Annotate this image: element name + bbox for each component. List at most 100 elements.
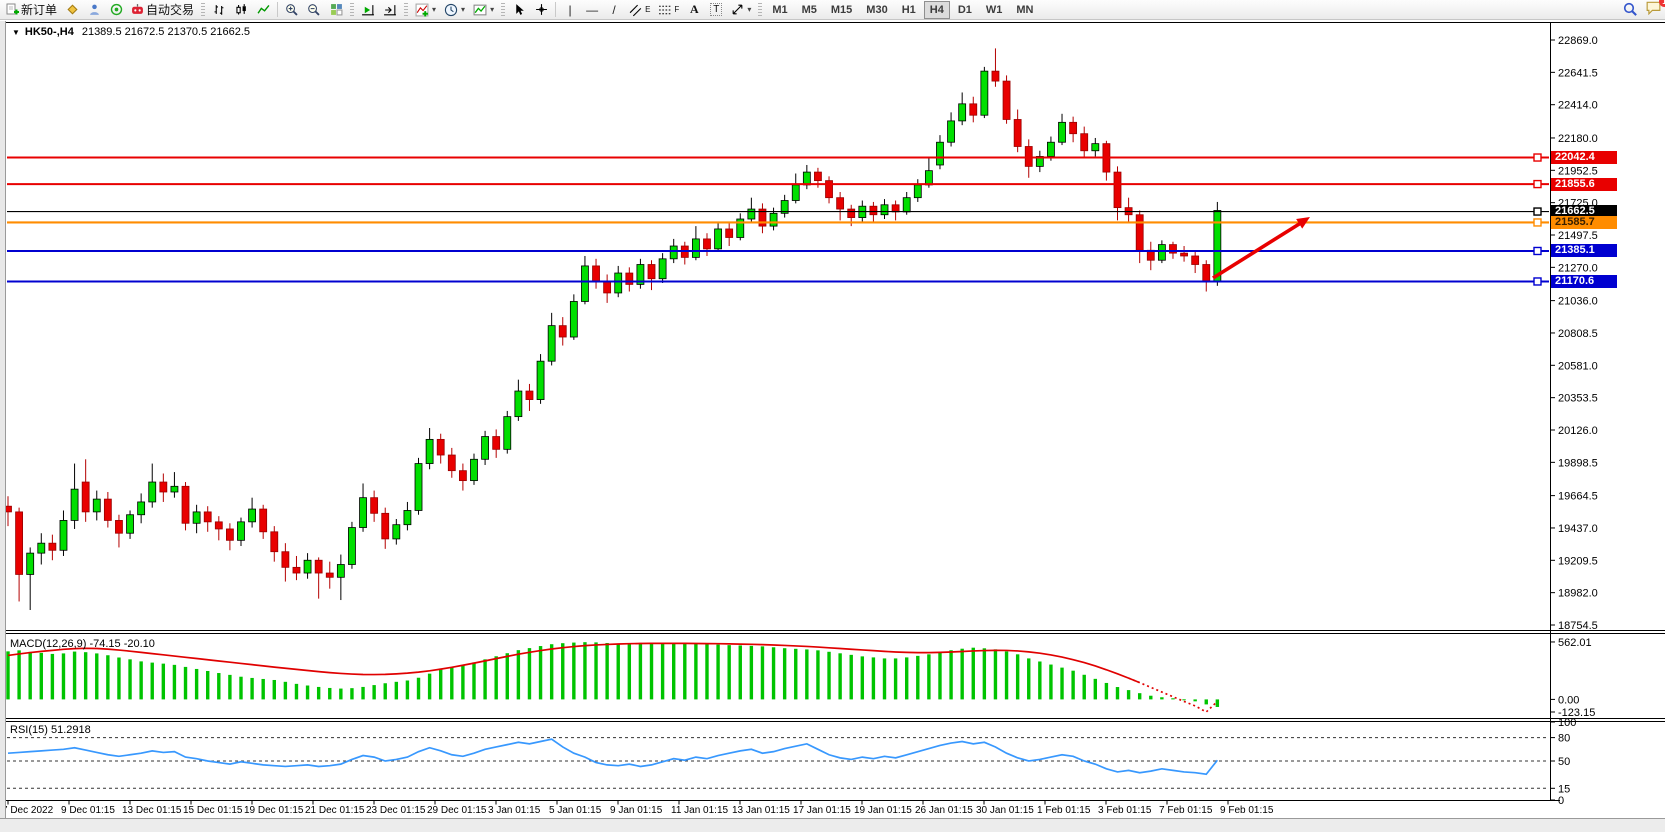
svg-text:3 Feb 01:15: 3 Feb 01:15	[1098, 805, 1152, 816]
svg-text:21 Dec 01:15: 21 Dec 01:15	[305, 805, 365, 816]
svg-text:13 Jan 01:15: 13 Jan 01:15	[732, 805, 790, 816]
zoom-in-button[interactable]	[282, 1, 302, 19]
tile-windows-button[interactable]	[326, 1, 346, 19]
ohlc-values: 21389.5 21672.5 21370.5 21662.5	[81, 26, 251, 38]
current-price-badge: 21662.5	[1551, 205, 1617, 219]
svg-text:-123.15: -123.15	[1558, 707, 1595, 719]
timeframe-button-M15[interactable]: M15	[825, 1, 858, 19]
hline-handle[interactable]	[1533, 207, 1542, 216]
chart-menu-arrow-icon[interactable]: ▼	[12, 28, 20, 37]
channel-tool-button[interactable]: E	[626, 1, 653, 19]
vertical-line-tool-button[interactable]: |	[560, 1, 580, 19]
svg-text:29 Dec 01:15: 29 Dec 01:15	[427, 805, 487, 816]
timeframe-button-M5[interactable]: M5	[796, 1, 823, 19]
chart-shift-button[interactable]	[380, 1, 400, 19]
hline-price-badge: 21385.1	[1551, 244, 1617, 258]
chart-shift-icon	[383, 3, 397, 17]
auto-scroll-button[interactable]	[358, 1, 378, 19]
rsi-indicator-label: RSI(15) 51.2918	[10, 724, 91, 736]
svg-text:1 Feb 01:15: 1 Feb 01:15	[1037, 805, 1091, 816]
label-tool-button[interactable]: T	[706, 1, 726, 19]
text-tool-button[interactable]: A	[684, 1, 704, 19]
search-icon	[1623, 2, 1638, 17]
timeframe-button-H4[interactable]: H4	[923, 0, 950, 19]
search-button[interactable]	[1620, 1, 1641, 19]
timeframe-button-MN[interactable]: MN	[1010, 1, 1039, 19]
autotrade-button[interactable]: 自动交易	[128, 1, 197, 19]
candlestick-icon	[235, 3, 248, 16]
svg-text:26 Jan 01:15: 26 Jan 01:15	[915, 805, 973, 816]
timeframe-button-M30[interactable]: M30	[860, 1, 893, 19]
bar-chart-button[interactable]	[209, 1, 229, 19]
svg-text:20126.0: 20126.0	[1558, 425, 1598, 437]
pane-borders	[6, 22, 1665, 801]
channel-icon	[629, 3, 643, 17]
hline-handle[interactable]	[1533, 218, 1542, 227]
horizontal-line-icon: —	[586, 2, 599, 17]
styler-button[interactable]	[62, 1, 82, 19]
templates-button[interactable]: ▾	[470, 1, 497, 19]
hline-price-badge: 21170.6	[1551, 274, 1617, 288]
svg-text:22641.5: 22641.5	[1558, 67, 1598, 79]
svg-text:20353.5: 20353.5	[1558, 393, 1598, 405]
symbol-period-label: HK50-,H4	[24, 26, 74, 38]
dropdown-caret: ▾	[432, 5, 437, 14]
publisher-button[interactable]	[84, 1, 104, 19]
svg-text:80: 80	[1558, 733, 1570, 745]
trend-arrow[interactable]	[1212, 219, 1305, 280]
toolbar-separator	[555, 2, 557, 17]
signals-button[interactable]	[106, 1, 126, 19]
svg-text:22869.0: 22869.0	[1558, 35, 1598, 47]
candlestick-chart-button[interactable]	[231, 1, 251, 19]
add-indicator-icon	[415, 3, 429, 17]
svg-text:18754.5: 18754.5	[1558, 620, 1598, 632]
window-left-edge	[0, 21, 6, 832]
candles-layer	[4, 48, 1222, 610]
indicators-button[interactable]: ▾	[412, 1, 439, 19]
hline-handle[interactable]	[1533, 246, 1542, 256]
svg-text:20581.0: 20581.0	[1558, 360, 1598, 372]
toolbar-grip	[201, 2, 206, 17]
arrow-annotation	[1212, 217, 1310, 280]
hline-handle[interactable]	[1533, 153, 1542, 162]
svg-text:9 Feb 01:15: 9 Feb 01:15	[1220, 805, 1274, 816]
svg-text:17 Jan 01:15: 17 Jan 01:15	[793, 805, 851, 816]
hline-handle[interactable]	[1533, 179, 1542, 189]
toolbar: 新订单 自动交易 ▾ ▾ ▾ | — / E F A T ▾	[0, 0, 1665, 20]
toolbar-grip	[404, 2, 409, 17]
horizontal-line-tool-button[interactable]: —	[582, 1, 602, 19]
svg-text:19209.5: 19209.5	[1558, 555, 1598, 567]
hline-handle[interactable]	[1533, 277, 1542, 286]
arrows-icon	[731, 3, 744, 16]
timeframe-button-M1[interactable]: M1	[766, 1, 793, 19]
autotrade-label: 自动交易	[146, 3, 195, 17]
svg-text:19664.5: 19664.5	[1558, 491, 1598, 503]
svg-text:23 Dec 01:15: 23 Dec 01:15	[366, 805, 426, 816]
timeframe-button-D1[interactable]: D1	[952, 1, 978, 19]
svg-text:19 Jan 01:15: 19 Jan 01:15	[854, 805, 912, 816]
periods-button[interactable]: ▾	[441, 1, 468, 19]
price-axis: 22869.022641.522414.022180.021952.521725…	[1550, 35, 1598, 632]
line-chart-button[interactable]	[253, 1, 273, 19]
tiles-icon	[330, 3, 343, 16]
new-order-button[interactable]: 新订单	[3, 1, 60, 19]
timeframe-button-H1[interactable]: H1	[896, 1, 922, 19]
fibonacci-label: F	[674, 5, 680, 14]
arrows-tool-button[interactable]: ▾	[728, 1, 754, 19]
crosshair-tool-button[interactable]	[531, 1, 551, 19]
svg-text:7 Feb 01:15: 7 Feb 01:15	[1159, 805, 1213, 816]
diamond-icon	[66, 3, 79, 16]
zoom-out-icon	[307, 3, 321, 17]
chart-title: ▼ HK50-,H4 21389.5 21672.5 21370.5 21662.5	[12, 26, 250, 38]
svg-text:15: 15	[1558, 783, 1570, 795]
trendline-tool-button[interactable]: /	[604, 1, 624, 19]
zoom-out-button[interactable]	[304, 1, 324, 19]
fibonacci-tool-button[interactable]: F	[655, 1, 682, 19]
dropdown-caret: ▾	[461, 5, 466, 14]
cursor-tool-button[interactable]	[509, 1, 529, 19]
rsi-layer	[7, 738, 1219, 776]
timeframe-button-W1[interactable]: W1	[980, 1, 1009, 19]
sonar-icon	[110, 3, 123, 16]
